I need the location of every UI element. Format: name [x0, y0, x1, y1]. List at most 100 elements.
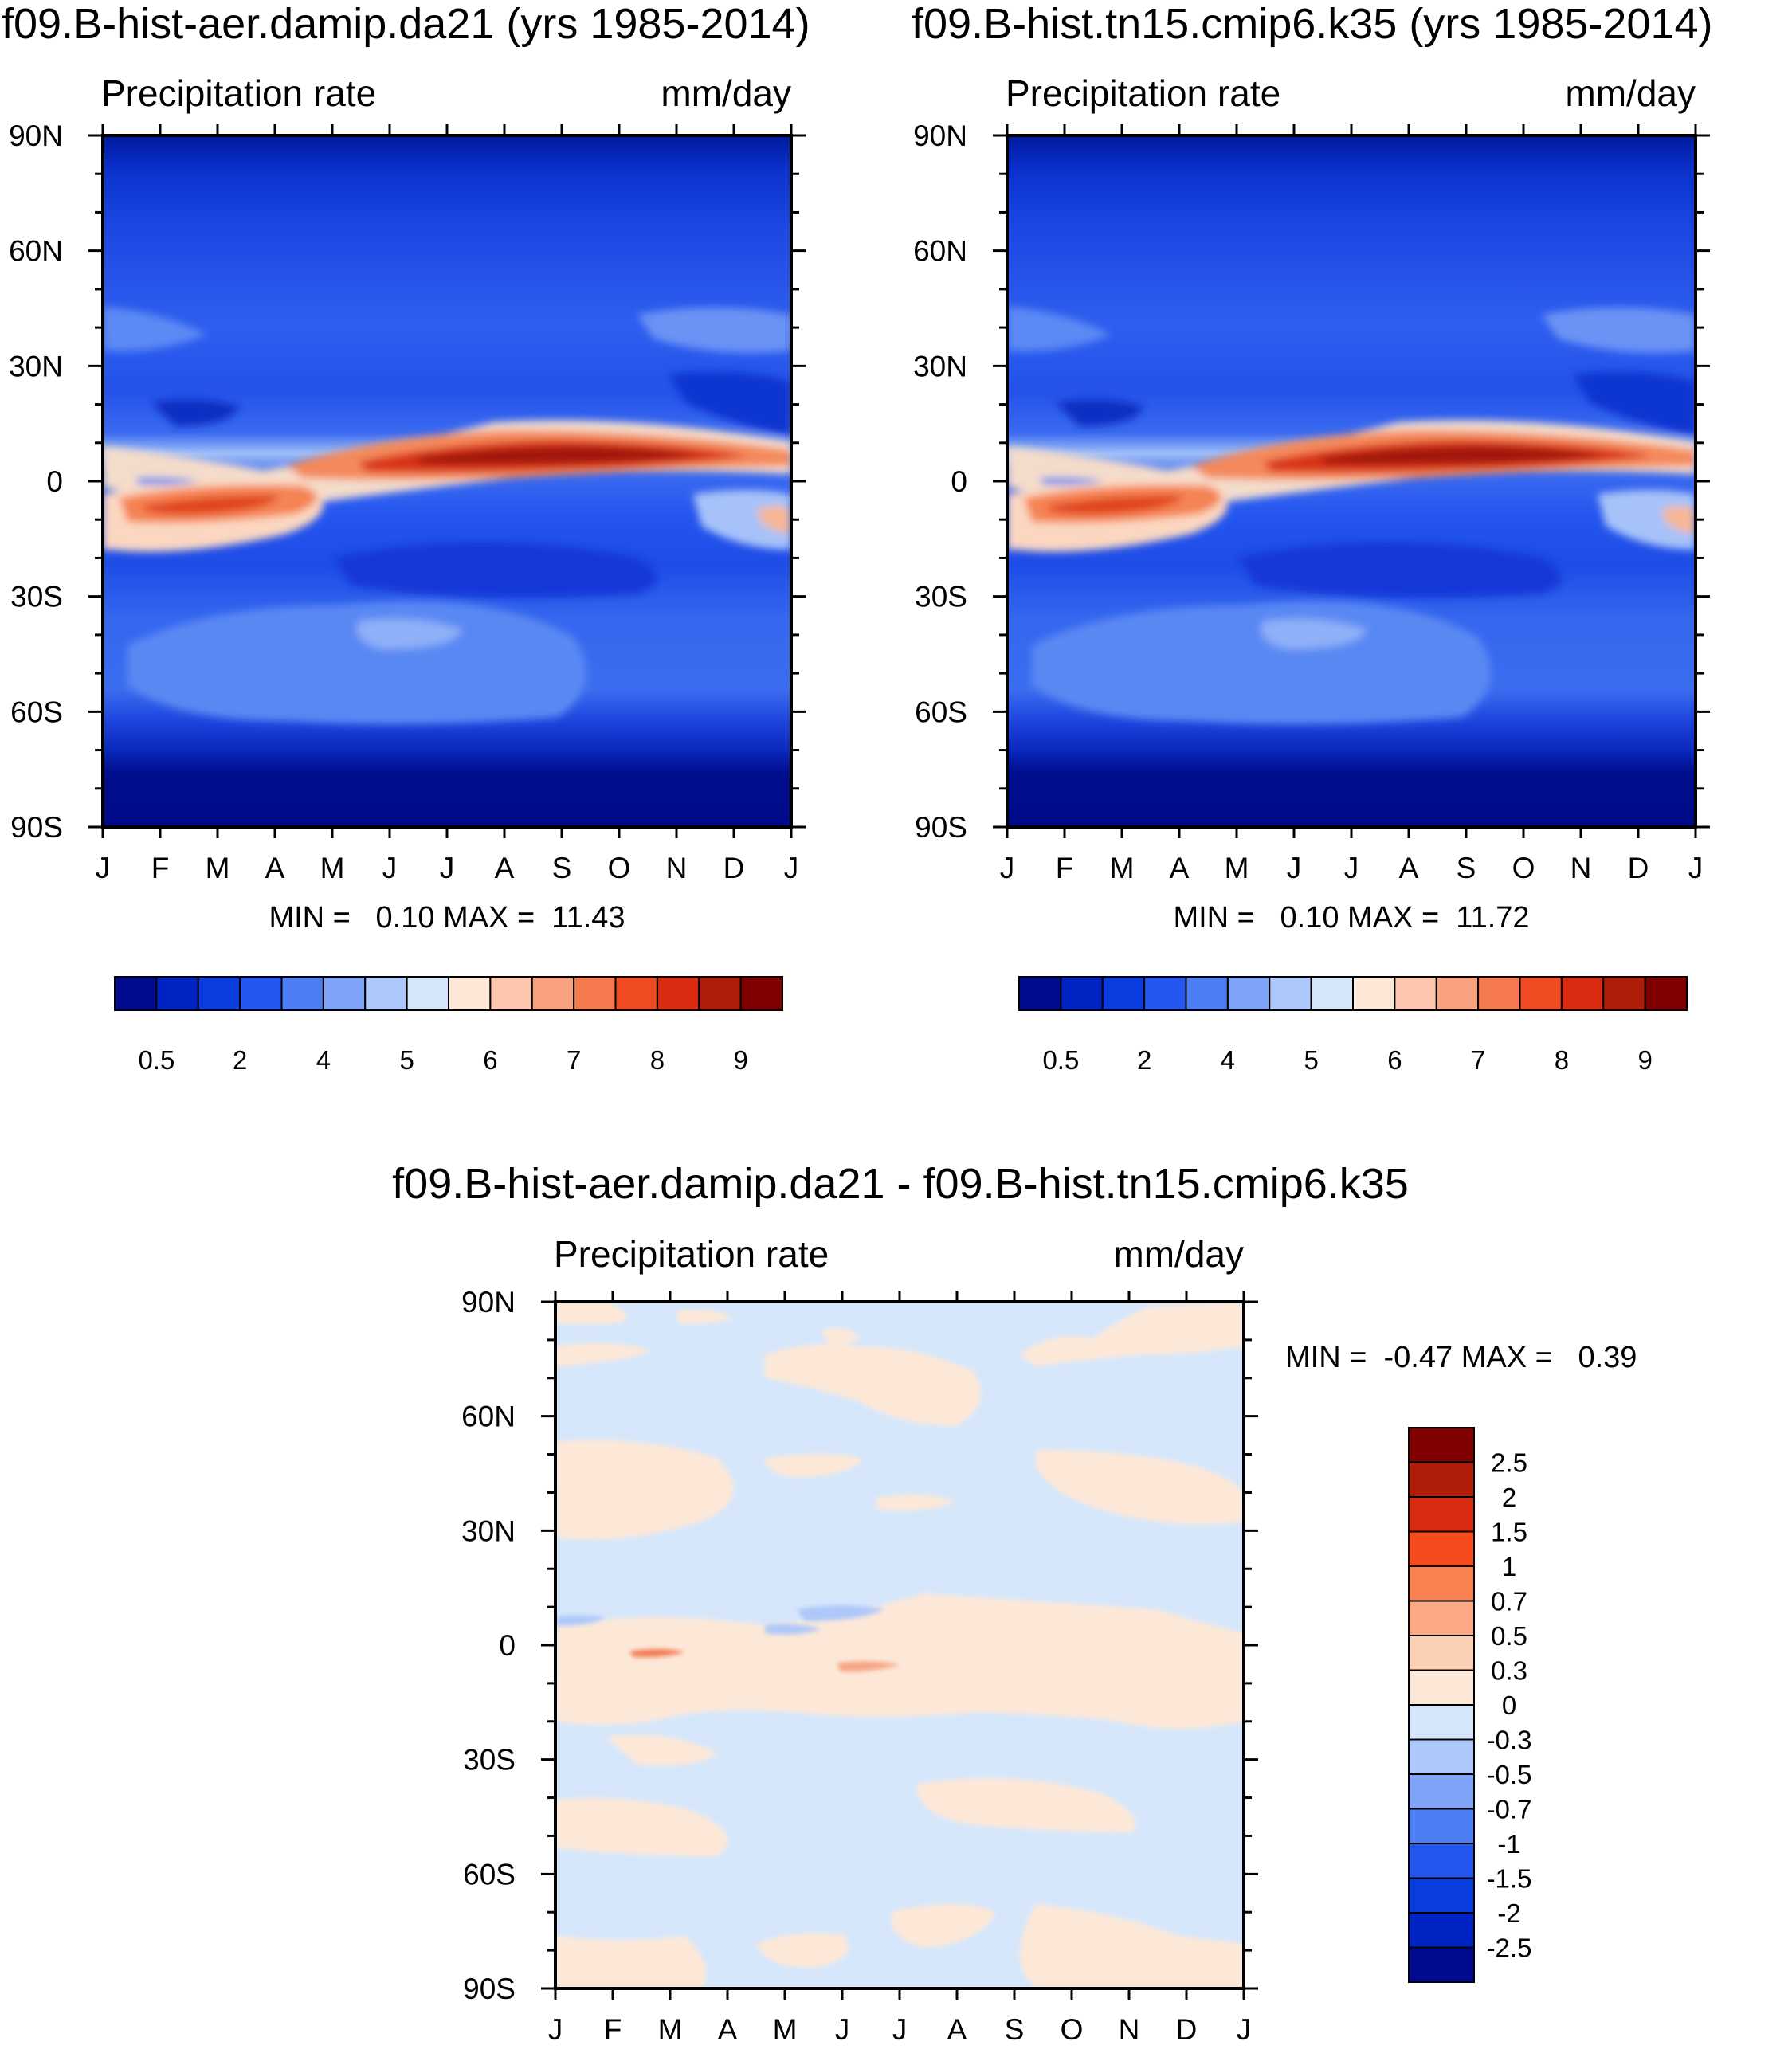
- panel3-y-tick-label: 90N: [461, 1286, 516, 1318]
- panel1-colorbar-label: 0.5: [138, 1045, 174, 1075]
- panel3-colorbar-box: [1408, 1565, 1475, 1602]
- panel1-colorbar-box: [155, 976, 199, 1011]
- panel3-colorbar-label: -2.5: [1487, 1934, 1532, 1963]
- panel2-colorbar-box: [1101, 976, 1146, 1011]
- panel3-colorbar-label: 1.5: [1491, 1518, 1527, 1547]
- panel1-plot: Precipitation rate mm/day: [9, 72, 806, 1075]
- panel3-colorbar-box: [1408, 1669, 1475, 1706]
- panel3-colorbar-label: 0.7: [1491, 1587, 1527, 1616]
- panel2-colorbar-label: 9: [1637, 1045, 1652, 1075]
- panel3-colorbar-box: [1408, 1704, 1475, 1741]
- panel2-x-tick-label: J: [1287, 852, 1302, 884]
- panel2-units: mm/day: [1565, 72, 1696, 114]
- panel3-y-tick-label: 30S: [463, 1744, 516, 1777]
- panel2-y-tick-label: 90N: [913, 120, 967, 152]
- panel1-colorbar-box: [531, 976, 575, 1011]
- panel3-colorbar-label: 0: [1502, 1691, 1516, 1720]
- panel3-x-tick-label: O: [1061, 2013, 1084, 2046]
- panel1-colorbar-box: [656, 976, 700, 1011]
- panel1-y-tick-label: 30N: [9, 350, 63, 382]
- panel3-colorbar-box: [1408, 1843, 1475, 1879]
- panel1-colorbar-box: [322, 976, 367, 1011]
- panel1-colorbar-box: [239, 976, 283, 1011]
- panel3-colorbar-box: [1408, 1427, 1475, 1463]
- panel1-colorbar-box: [448, 976, 492, 1011]
- panel3-colorbar-box: [1408, 1635, 1475, 1671]
- panel1-colorbar-box: [489, 976, 533, 1011]
- panel2-min-max: MIN = 0.10 MAX = 11.72: [1173, 901, 1529, 934]
- panel1-colorbar-box: [614, 976, 658, 1011]
- panel3-colorbar-box: [1408, 1530, 1475, 1567]
- panel2-colorbar-label: 8: [1555, 1045, 1569, 1075]
- panel1-min-max: MIN = 0.10 MAX = 11.43: [269, 901, 625, 934]
- panel3-colorbar-box: [1408, 1738, 1475, 1775]
- panel2-colorbar-box: [1310, 976, 1354, 1011]
- panel3-colorbar-box: [1408, 1496, 1475, 1533]
- panel2-y-tick-label: 60N: [913, 235, 967, 268]
- panel1-axis-ticks: J F M A M J J A S O N D J 90N 60N 30N 0 30S 60S 90S: [9, 120, 806, 884]
- panel3-colorbar-label: 1: [1502, 1552, 1516, 1581]
- panel1-x-tick-label: J: [784, 852, 799, 884]
- panel2-x-tick-label: A: [1399, 852, 1419, 884]
- panel1-x-tick-label: A: [495, 852, 515, 884]
- panel1-colorbar-box: [197, 976, 241, 1011]
- panel2-x-tick-label: M: [1225, 852, 1249, 884]
- panel1-colorbar-label: 5: [399, 1045, 414, 1075]
- panel3-colorbar: 2.5 2 1.5 1 0.7 0.5 0.3 0 -0.3 -0.5 -0.7 -1 -1.5 -2 -2…: [1408, 1427, 1532, 1983]
- panel2-plot: Precipitation rate mm/day: [913, 72, 1710, 1075]
- panel3-colorbar-box: [1408, 1773, 1475, 1810]
- panel2-axis-ticks: J F M A M J J A S O N D J 90N 60N 30N 0 30S 60S 90S: [913, 120, 1710, 884]
- panel1-colorbar-box: [364, 976, 408, 1011]
- panel1-x-tick-label: J: [440, 852, 455, 884]
- panel3-colorbar-label: -0.7: [1487, 1795, 1532, 1824]
- panel3-x-tick-label: S: [1005, 2013, 1025, 2046]
- panel1-field: [103, 135, 791, 827]
- panel2-colorbar-label: 6: [1387, 1045, 1402, 1075]
- panel2-x-tick-label: A: [1170, 852, 1190, 884]
- panel1-x-tick-label: S: [552, 852, 572, 884]
- panel2-colorbar-box: [1269, 976, 1312, 1011]
- panel1-colorbar-label: 9: [733, 1045, 747, 1075]
- panel3-x-tick-label: J: [548, 2013, 563, 2046]
- panel3-y-tick-label: 30N: [461, 1514, 516, 1547]
- panel2-colorbar-box: [1018, 976, 1062, 1011]
- panel3-colorbar-box: [1408, 1946, 1475, 1983]
- panel3-x-tick-label: A: [718, 2013, 738, 2046]
- panel2-x-tick-label: M: [1110, 852, 1135, 884]
- panel3-y-tick-label: 60S: [463, 1858, 516, 1890]
- panel2-colorbar-box: [1602, 976, 1646, 1011]
- panel3-y-tick-label: 90S: [463, 1973, 516, 2005]
- panel3-colorbar-label: -0.5: [1487, 1760, 1532, 1789]
- panel1-x-tick-label: F: [151, 852, 170, 884]
- panel3-colorbar-label: 0.3: [1491, 1656, 1527, 1686]
- panel3-colorbar-label: 0.5: [1491, 1621, 1527, 1651]
- panel1-colorbar-box: [114, 976, 158, 1011]
- panel1-x-tick-label: A: [265, 852, 285, 884]
- panel3-colorbar-box: [1408, 1600, 1475, 1636]
- panel1-colorbar-box: [739, 976, 783, 1011]
- panel2-variable: Precipitation rate: [1006, 72, 1280, 114]
- panel2-y-tick-label: 30S: [915, 581, 967, 613]
- panel2-colorbar-box: [1519, 976, 1563, 1011]
- panel1-colorbar-label: 2: [233, 1045, 247, 1075]
- panel2-colorbar-box: [1143, 976, 1187, 1011]
- panel1-x-tick-label: J: [96, 852, 111, 884]
- panel1-y-tick-label: 60S: [10, 695, 63, 728]
- panel2-colorbar-label: 7: [1471, 1045, 1485, 1075]
- panel2-x-tick-label: O: [1512, 852, 1535, 884]
- panel3-units: mm/day: [1113, 1233, 1244, 1275]
- panel3-x-tick-label: N: [1119, 2013, 1140, 2046]
- panel2-colorbar-box: [1394, 976, 1437, 1011]
- panel3-axis-ticks: J F M A M J J A S O N D J 90N 60N 30N 0 30S 60S 90S: [461, 1286, 1258, 2046]
- panel3-colorbar-box: [1408, 1912, 1475, 1949]
- panel2-colorbar-label: 0.5: [1042, 1045, 1079, 1075]
- panel2-y-tick-label: 30N: [913, 350, 967, 382]
- panel2-colorbar-box: [1226, 976, 1271, 1011]
- panel2-x-tick-label: N: [1570, 852, 1592, 884]
- panel1-colorbar-box: [280, 976, 324, 1011]
- panel3-x-tick-label: J: [1237, 2013, 1252, 2046]
- panel1-units: mm/day: [661, 72, 791, 114]
- panel2-colorbar-label: 4: [1221, 1045, 1235, 1075]
- panel3-x-tick-label: M: [773, 2013, 798, 2046]
